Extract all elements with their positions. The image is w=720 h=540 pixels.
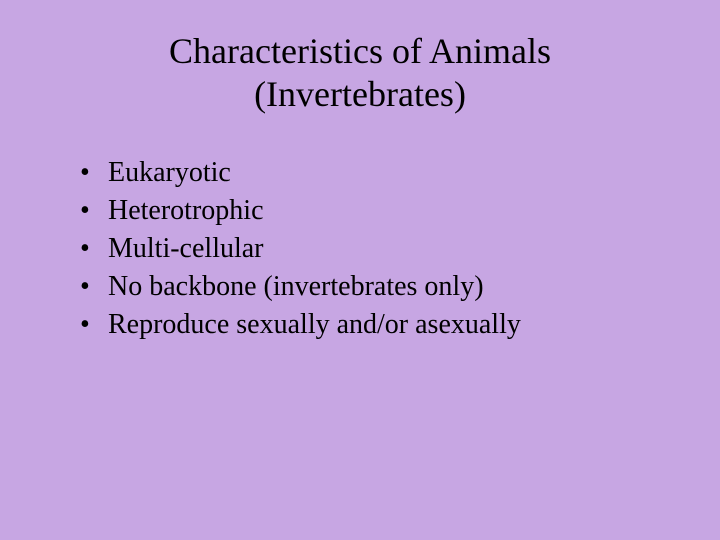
bullet-text: Eukaryotic <box>108 157 231 188</box>
bullet-text: Reproduce sexually and/or asexually <box>108 309 521 340</box>
bullet-text: No backbone (invertebrates only) <box>108 271 484 302</box>
title-line-2: (Invertebrates) <box>254 74 466 114</box>
bullet-text: Multi-cellular <box>108 233 264 264</box>
bullet-list: Eukaryotic Heterotrophic Multi-cellular … <box>60 154 660 343</box>
list-item: Multi-cellular <box>80 230 660 268</box>
list-item: Heterotrophic <box>80 192 660 230</box>
list-item: No backbone (invertebrates only) <box>80 268 660 306</box>
slide-title: Characteristics of Animals (Invertebrate… <box>60 30 660 116</box>
bullet-text: Heterotrophic <box>108 195 264 226</box>
list-item: Reproduce sexually and/or asexually <box>80 306 660 344</box>
list-item: Eukaryotic <box>80 154 660 192</box>
slide: Characteristics of Animals (Invertebrate… <box>0 0 720 540</box>
title-line-1: Characteristics of Animals <box>169 31 551 71</box>
